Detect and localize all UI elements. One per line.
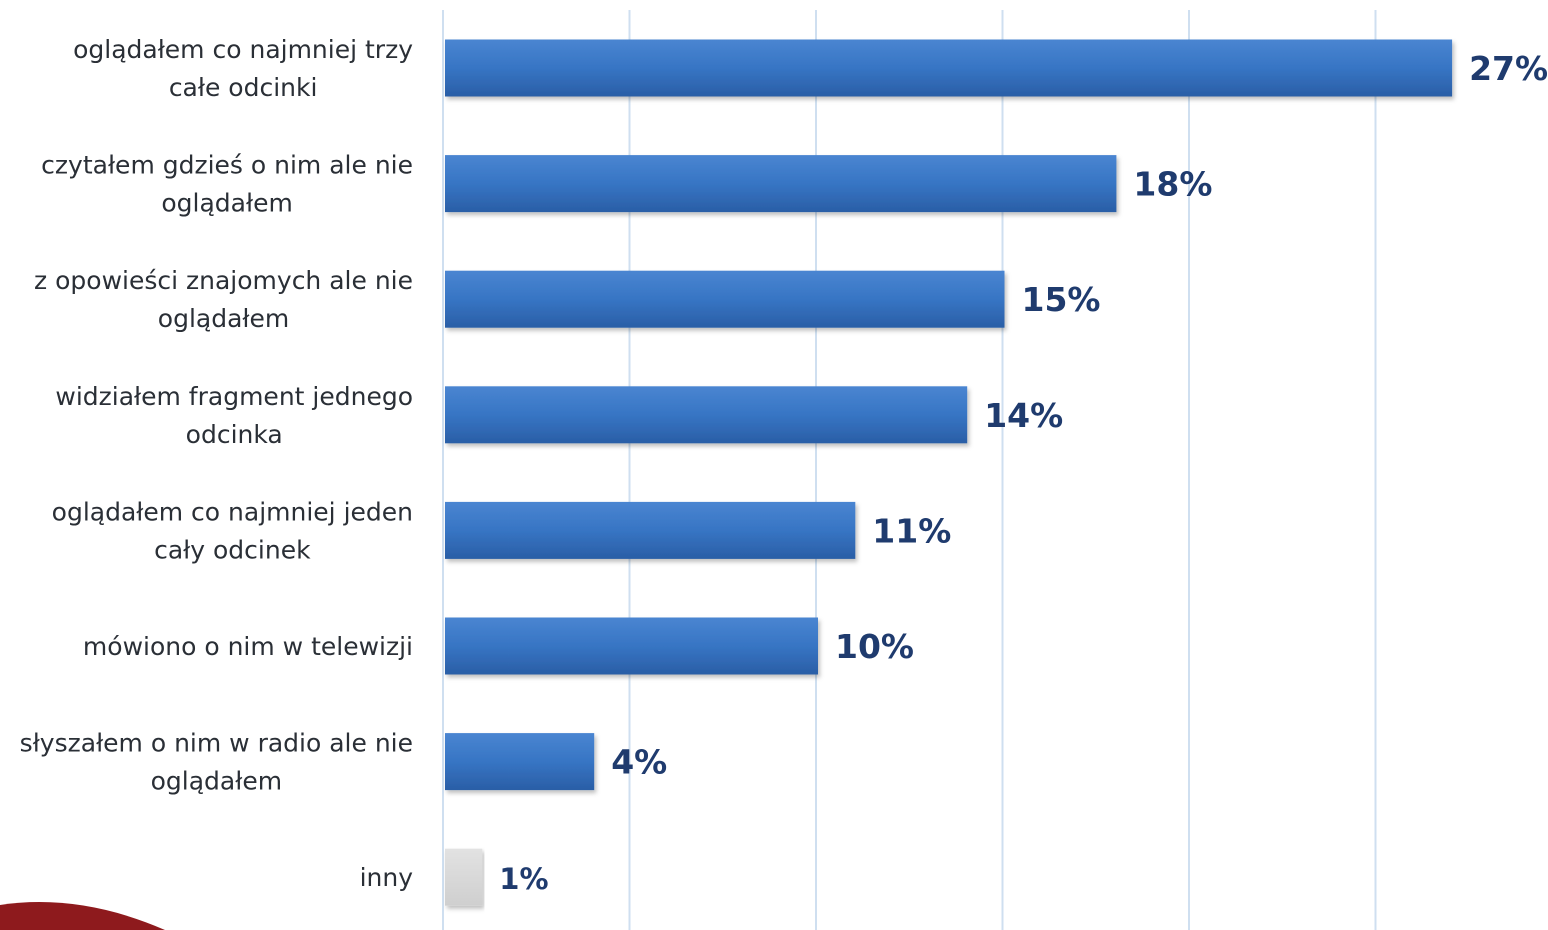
bar — [445, 155, 1117, 213]
category-label: oglądałem co najmniej trzy — [73, 35, 413, 64]
category-label: oglądałem — [158, 304, 289, 333]
category-label: cały odcinek — [154, 535, 311, 564]
value-label: 10% — [835, 627, 914, 666]
category-label: inny — [360, 863, 414, 892]
category-label: odcinka — [186, 420, 283, 449]
value-label: 1% — [499, 862, 548, 896]
value-label: 15% — [1022, 280, 1101, 319]
bar — [445, 39, 1453, 97]
gridlines — [442, 10, 1377, 930]
bar — [445, 617, 818, 675]
value-label: 11% — [872, 511, 951, 550]
category-label: czytałem gdzieś o nim ale nie — [41, 151, 413, 180]
category-label: z opowieści znajomych ale nie — [34, 266, 413, 295]
value-label: 4% — [611, 743, 667, 782]
category-label: widziałem fragment jednego — [55, 382, 413, 411]
value-label: 14% — [984, 396, 1063, 435]
bar — [445, 501, 856, 559]
bar — [445, 386, 968, 444]
category-label: oglądałem co najmniej jeden — [52, 497, 413, 526]
value-labels: 27% 18% 15% 14% 11% 10% 4% 1% — [499, 49, 1548, 896]
bar — [445, 733, 595, 791]
category-label: oglądałem — [151, 767, 282, 796]
category-label: słyszałem o nim w radio ale nie — [20, 729, 413, 758]
value-label: 27% — [1469, 49, 1548, 88]
category-label: oglądałem — [161, 189, 292, 218]
category-label: mówiono o nim w telewizji — [83, 632, 413, 661]
bar — [445, 270, 1005, 328]
value-label: 18% — [1133, 165, 1212, 204]
category-labels: oglądałem co najmniej trzy całe odcinki cz… — [20, 35, 414, 892]
bars — [445, 39, 1453, 906]
corner-decoration-shape — [0, 902, 165, 930]
bar — [445, 848, 483, 906]
category-label: całe odcinki — [169, 73, 318, 102]
